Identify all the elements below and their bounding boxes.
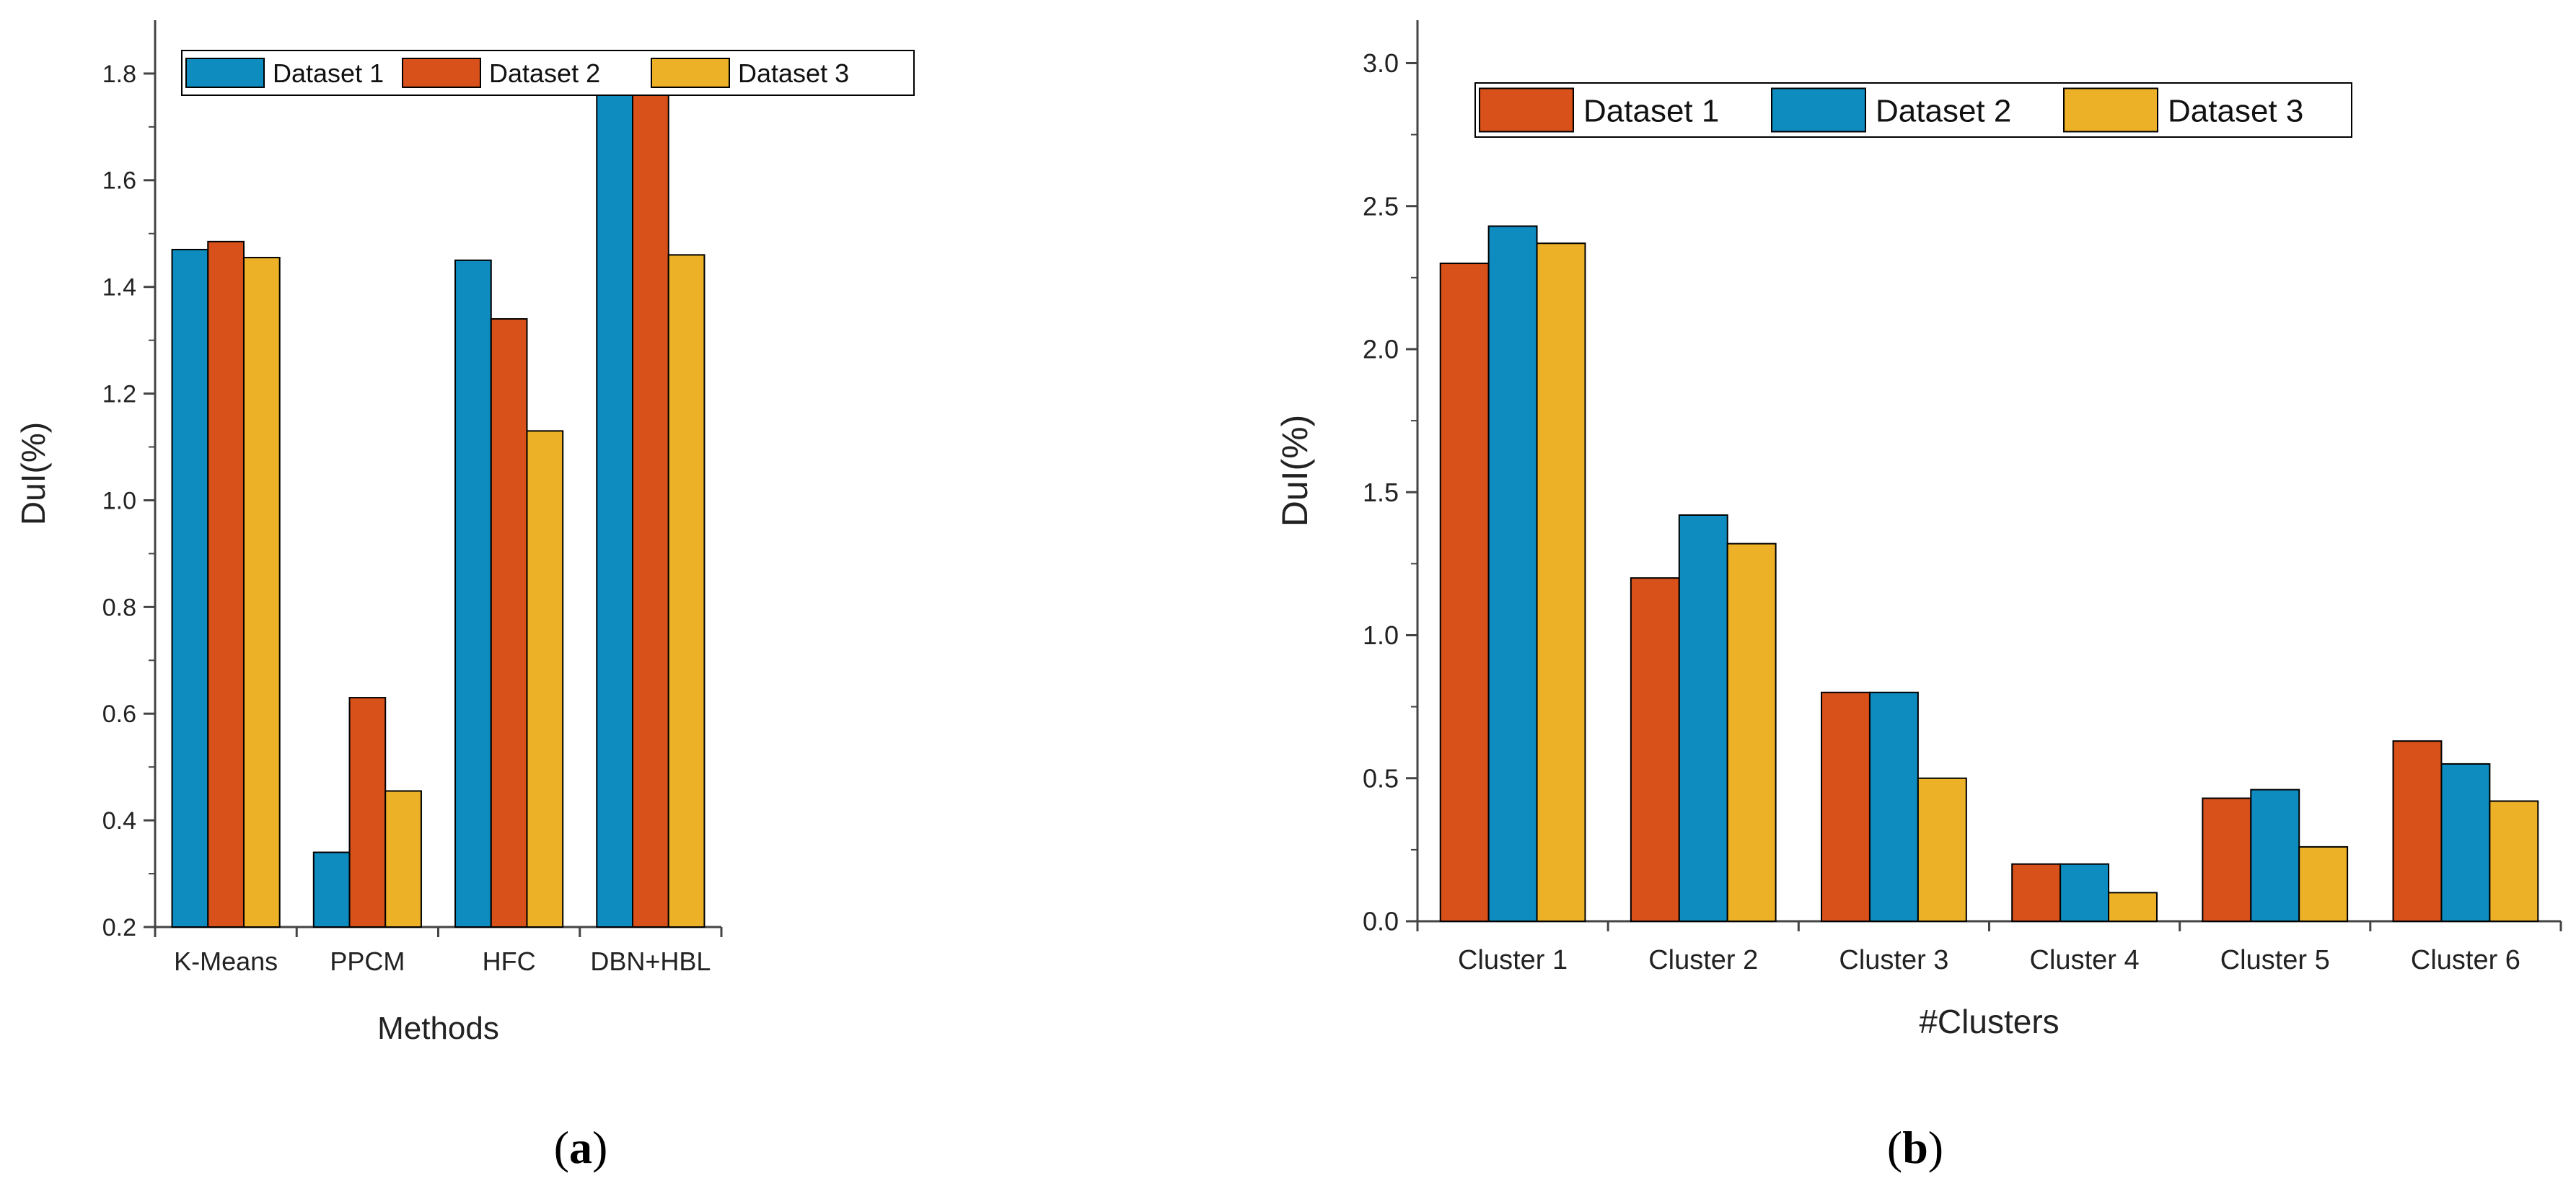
y-axis-title-a: DuI(%): [14, 422, 52, 525]
x-tick-label-b: Cluster 4: [2030, 945, 2140, 975]
subfigure-paren-close-b: ): [1928, 1122, 1943, 1173]
bar-b-dataset-3-cluster-1: [1536, 242, 1586, 922]
legend-frame-a: [181, 50, 915, 96]
legend-label-b-1: Dataset 1: [1583, 93, 1719, 128]
x-tick-label-b: Cluster 1: [1458, 945, 1568, 975]
bar-a-dataset-3-dbn-hbl: [667, 254, 705, 928]
chart-b: 0.0 0.5 1.0 1.5 2.0 2.5 3.0 Cluster 1 Cluster 2 C…: [1275, 20, 2562, 1040]
bar-b-dataset-1-cluster-5: [2202, 797, 2252, 922]
y-tick-label-b: 1.0: [1363, 620, 1399, 650]
y-tick-label-b: 0.5: [1363, 763, 1399, 793]
x-tick-label-b: Cluster 6: [2411, 945, 2520, 975]
legend-label-b-3: Dataset 3: [2168, 93, 2303, 128]
y-tick-label-b: 2.5: [1363, 191, 1399, 221]
x-tick-label-a: K-Means: [174, 947, 278, 976]
bar-b-dataset-2-cluster-2: [1678, 514, 1728, 922]
bar-b-dataset-3-cluster-6: [2489, 800, 2539, 923]
y-tick-label-a: 0.6: [102, 700, 136, 728]
bar-b-dataset-3-cluster-2: [1726, 543, 1777, 922]
x-tick-label-b: Cluster 5: [2220, 945, 2330, 975]
bar-b-dataset-1-cluster-1: [1439, 263, 1490, 922]
x-tick-label-b: Cluster 2: [1648, 945, 1758, 975]
bar-b-dataset-2-cluster-3: [1868, 691, 1919, 922]
y-tick-label-b: 3.0: [1363, 48, 1399, 78]
y-tick-label-b: 0.0: [1363, 907, 1399, 936]
x-tick-label-a: HFC: [483, 947, 536, 976]
bar-b-dataset-1-cluster-2: [1630, 577, 1680, 922]
legend-swatch-a-2: [402, 58, 481, 88]
bar-b-dataset-3-cluster-4: [2108, 892, 2158, 923]
legend-swatch-a-3: [651, 58, 730, 88]
y-tick-label-a: 1.4: [102, 274, 136, 302]
y-tick-label-a: 1.8: [102, 61, 136, 88]
y-tick-label-a: 1.6: [102, 167, 136, 195]
legend-swatch-b-3: [2063, 87, 2158, 133]
legend-label-b-2: Dataset 2: [1876, 93, 2011, 128]
subfigure-paren-close-a: ): [592, 1122, 607, 1173]
y-tick-label-b: 2.0: [1363, 335, 1399, 364]
bar-a-dataset-1-hfc: [454, 259, 492, 928]
bar-a-dataset-1-ppcm: [312, 851, 351, 928]
legend-label-a-3: Dataset 3: [738, 58, 849, 88]
bar-b-dataset-2-cluster-6: [2440, 763, 2491, 923]
subfigure-label-a: (a): [554, 1122, 608, 1173]
x-tick-label-b: Cluster 3: [1839, 945, 1948, 975]
bar-a-dataset-3-k-means: [242, 257, 281, 928]
y-tick-label-b: 1.5: [1363, 478, 1399, 507]
bar-a-dataset-2-k-means: [207, 240, 245, 928]
bar-a-dataset-2-dbn-hbl: [632, 81, 669, 928]
legend-a: Dataset 1 Dataset 2 Dataset 3: [181, 50, 915, 96]
bar-a-dataset-2-ppcm: [348, 697, 387, 928]
bar-b-dataset-1-cluster-6: [2392, 740, 2443, 922]
subfigure-paren-open-b: (: [1887, 1122, 1902, 1173]
legend-frame-b: [1474, 82, 2352, 138]
x-axis-title-b: #Clusters: [1919, 1003, 2059, 1040]
y-tick-label-a: 1.0: [102, 487, 136, 514]
y-tick-label-a: 0.4: [102, 807, 136, 835]
legend-label-a-2: Dataset 2: [489, 58, 600, 88]
subfigure-letter-b: b: [1902, 1122, 1928, 1173]
bar-a-dataset-1-k-means: [171, 248, 209, 928]
bar-b-dataset-2-cluster-1: [1487, 225, 1538, 922]
bar-a-dataset-2-hfc: [490, 318, 528, 928]
bar-b-dataset-3-cluster-5: [2298, 846, 2349, 923]
legend-b: Dataset 1 Dataset 2 Dataset 3: [1474, 82, 2352, 138]
bar-b-dataset-1-cluster-4: [2011, 863, 2062, 922]
legend-label-a-1: Dataset 1: [273, 58, 384, 88]
chart-a: 0.2 0.4 0.6 0.8 1.0 1.2 1.4 1.6 1.8 K-Means PPCM HF…: [14, 20, 915, 1046]
y-tick-label-a: 0.2: [102, 914, 136, 941]
bar-b-dataset-2-cluster-4: [2060, 863, 2110, 922]
y-axis-title-b: DuI(%): [1275, 415, 1315, 527]
subfigure-letter-a: a: [569, 1122, 592, 1173]
subfigure-label-b: (b): [1887, 1122, 1943, 1173]
legend-swatch-a-1: [185, 58, 265, 88]
x-tick-label-a: DBN+HBL: [590, 947, 711, 976]
legend-swatch-b-1: [1479, 87, 1574, 133]
bar-a-dataset-1-dbn-hbl: [596, 94, 634, 928]
x-axis-title-a: Methods: [377, 1011, 499, 1046]
x-tick-label-a: PPCM: [330, 947, 405, 976]
y-tick-label-a: 1.2: [102, 380, 136, 408]
bar-b-dataset-1-cluster-3: [1821, 691, 1871, 922]
bar-a-dataset-3-ppcm: [384, 790, 422, 928]
y-tick-label-a: 0.8: [102, 594, 136, 621]
bar-b-dataset-2-cluster-5: [2250, 789, 2300, 922]
bar-b-dataset-3-cluster-3: [1917, 777, 1967, 922]
bar-a-dataset-3-hfc: [526, 430, 564, 928]
subfigure-paren-open-a: (: [554, 1122, 569, 1173]
legend-swatch-b-2: [1771, 87, 1866, 133]
